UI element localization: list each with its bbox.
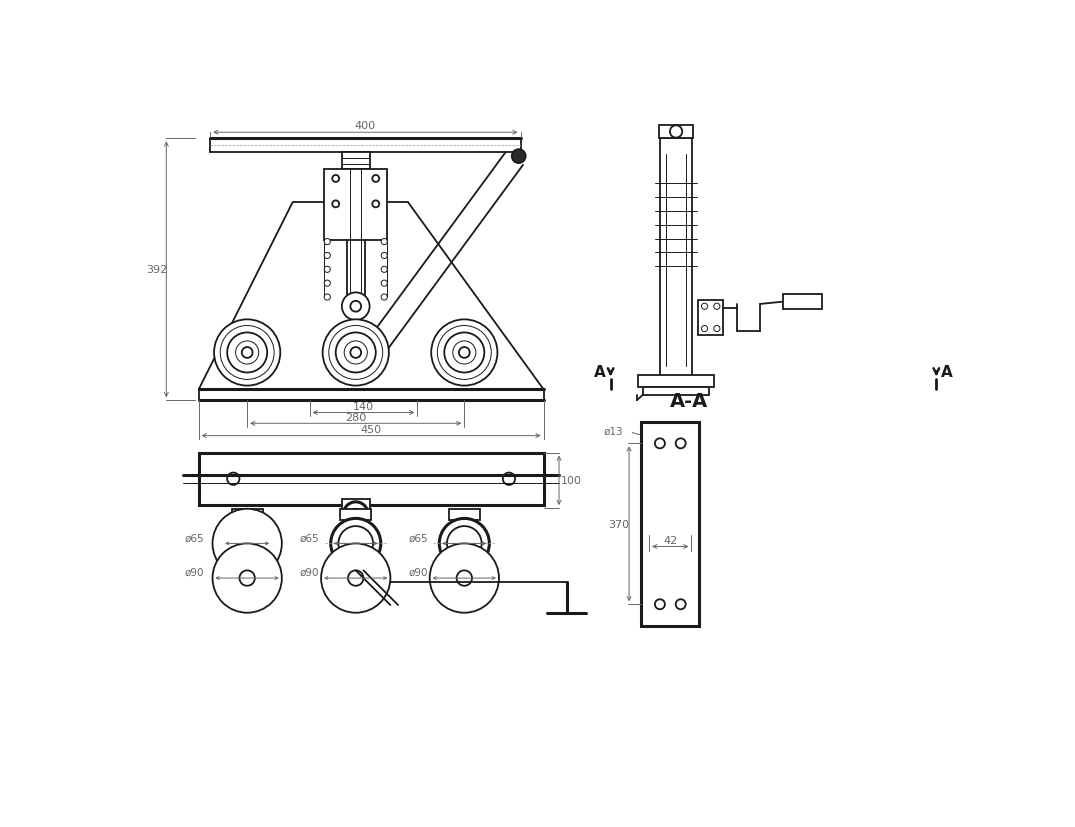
Bar bbox=[342, 500, 370, 514]
Bar bbox=[449, 509, 479, 520]
Circle shape bbox=[368, 349, 376, 357]
Circle shape bbox=[348, 571, 363, 586]
Text: 400: 400 bbox=[355, 122, 376, 131]
Bar bbox=[639, 375, 714, 388]
Circle shape bbox=[431, 320, 498, 386]
Circle shape bbox=[227, 473, 240, 485]
Bar bbox=[699, 301, 723, 335]
Circle shape bbox=[503, 473, 515, 485]
Text: ø65: ø65 bbox=[185, 533, 204, 543]
Bar bbox=[642, 423, 699, 626]
Circle shape bbox=[343, 502, 368, 527]
Circle shape bbox=[325, 280, 330, 287]
Bar bbox=[642, 423, 649, 626]
Circle shape bbox=[214, 320, 281, 386]
Circle shape bbox=[372, 176, 379, 183]
Circle shape bbox=[655, 439, 665, 449]
Circle shape bbox=[512, 150, 526, 164]
Circle shape bbox=[321, 544, 390, 613]
Bar bbox=[783, 294, 821, 310]
Text: 42: 42 bbox=[663, 536, 677, 546]
Bar bbox=[341, 509, 371, 520]
Circle shape bbox=[382, 267, 387, 273]
Circle shape bbox=[459, 347, 470, 358]
Circle shape bbox=[335, 333, 376, 373]
Circle shape bbox=[350, 509, 361, 520]
Text: 280: 280 bbox=[345, 413, 367, 423]
Text: ø90: ø90 bbox=[185, 567, 204, 577]
Text: ø90: ø90 bbox=[408, 567, 428, 577]
Text: 100: 100 bbox=[561, 476, 582, 485]
Circle shape bbox=[325, 267, 330, 273]
Circle shape bbox=[714, 304, 720, 310]
Circle shape bbox=[220, 326, 274, 380]
Circle shape bbox=[223, 519, 272, 569]
Text: 140: 140 bbox=[353, 402, 374, 412]
Bar bbox=[342, 153, 370, 170]
Circle shape bbox=[438, 326, 491, 380]
Circle shape bbox=[362, 343, 382, 363]
Circle shape bbox=[230, 527, 264, 561]
Circle shape bbox=[325, 253, 330, 259]
Text: ø65: ø65 bbox=[300, 533, 319, 543]
Bar bbox=[199, 453, 544, 505]
Bar bbox=[325, 170, 387, 241]
Circle shape bbox=[325, 239, 330, 246]
Circle shape bbox=[702, 304, 707, 310]
Text: A: A bbox=[942, 365, 952, 380]
Circle shape bbox=[322, 320, 389, 386]
Circle shape bbox=[331, 519, 381, 569]
Bar bbox=[643, 388, 710, 395]
Circle shape bbox=[235, 342, 259, 365]
Circle shape bbox=[655, 600, 665, 609]
Circle shape bbox=[339, 527, 373, 561]
Circle shape bbox=[372, 201, 379, 208]
Circle shape bbox=[332, 201, 340, 208]
Circle shape bbox=[453, 342, 476, 365]
Circle shape bbox=[213, 544, 282, 613]
Circle shape bbox=[350, 302, 361, 313]
Text: 392: 392 bbox=[146, 265, 168, 275]
Bar bbox=[660, 139, 692, 381]
Circle shape bbox=[350, 347, 361, 358]
Circle shape bbox=[240, 571, 255, 586]
Circle shape bbox=[382, 294, 387, 301]
Circle shape bbox=[444, 333, 485, 373]
Circle shape bbox=[457, 571, 472, 586]
Bar bbox=[649, 423, 691, 626]
Circle shape bbox=[382, 253, 387, 259]
Text: A: A bbox=[594, 365, 605, 380]
Circle shape bbox=[714, 326, 720, 332]
Circle shape bbox=[329, 326, 383, 380]
Bar bbox=[691, 423, 699, 626]
Circle shape bbox=[430, 544, 499, 613]
Circle shape bbox=[382, 280, 387, 287]
Circle shape bbox=[702, 326, 707, 332]
Text: ø13: ø13 bbox=[604, 427, 624, 437]
Bar bbox=[232, 509, 262, 520]
Text: A-A: A-A bbox=[670, 391, 708, 410]
Text: ø90: ø90 bbox=[300, 567, 319, 577]
Circle shape bbox=[440, 519, 489, 569]
Circle shape bbox=[670, 127, 683, 138]
Circle shape bbox=[676, 439, 686, 449]
Circle shape bbox=[325, 294, 330, 301]
Circle shape bbox=[332, 176, 340, 183]
Text: 370: 370 bbox=[607, 519, 629, 529]
Text: 450: 450 bbox=[360, 425, 382, 435]
Circle shape bbox=[676, 600, 686, 609]
Circle shape bbox=[447, 527, 482, 561]
Bar bbox=[659, 126, 693, 139]
Circle shape bbox=[227, 333, 268, 373]
Circle shape bbox=[213, 509, 282, 578]
Circle shape bbox=[242, 347, 253, 358]
Circle shape bbox=[382, 239, 387, 246]
Circle shape bbox=[344, 342, 368, 365]
Circle shape bbox=[342, 293, 370, 321]
Text: ø65: ø65 bbox=[408, 533, 428, 543]
